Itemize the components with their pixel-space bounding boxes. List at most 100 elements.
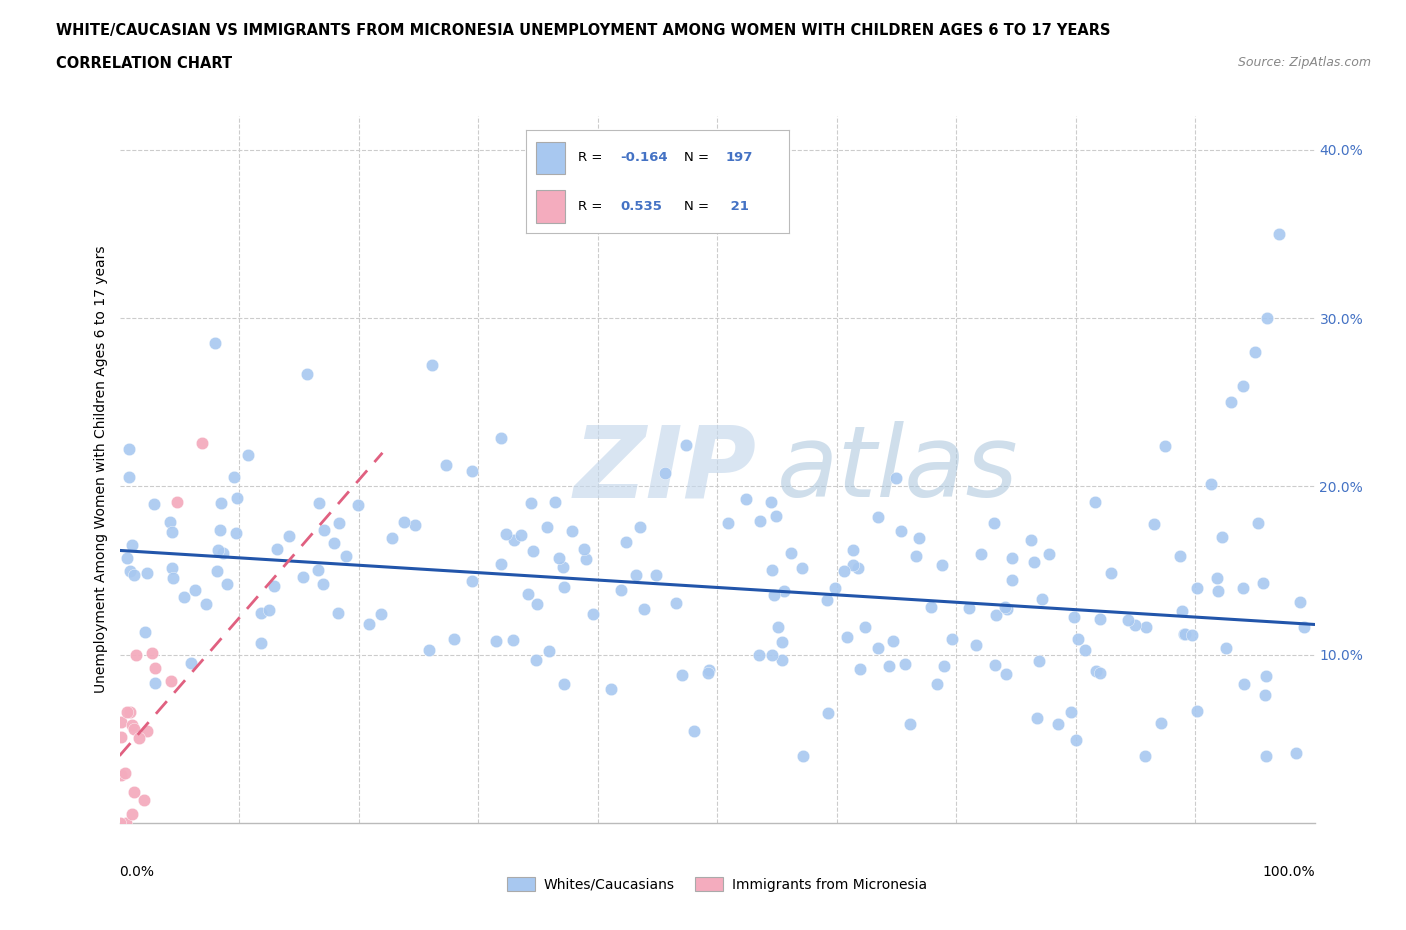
Point bbox=[1135, 619, 1157, 634]
Point bbox=[761, 562, 783, 577]
Point bbox=[121, 538, 143, 552]
Point bbox=[1125, 618, 1147, 632]
Point bbox=[866, 510, 889, 525]
Point bbox=[553, 676, 575, 691]
Point bbox=[307, 563, 329, 578]
Point bbox=[134, 625, 156, 640]
Point bbox=[927, 677, 949, 692]
Point bbox=[932, 658, 955, 673]
Point bbox=[1185, 704, 1208, 719]
Point bbox=[1294, 620, 1316, 635]
Point bbox=[1001, 573, 1024, 588]
Point bbox=[1215, 641, 1237, 656]
Point bbox=[749, 513, 772, 528]
Point bbox=[522, 543, 544, 558]
Point bbox=[160, 673, 183, 688]
Y-axis label: Unemployment Among Women with Children Ages 6 to 17 years: Unemployment Among Women with Children A… bbox=[94, 246, 108, 694]
Point bbox=[842, 557, 865, 572]
Point bbox=[841, 542, 863, 557]
Point bbox=[1150, 716, 1173, 731]
Point bbox=[312, 523, 335, 538]
Point bbox=[292, 569, 315, 584]
Point bbox=[931, 557, 953, 572]
Point bbox=[614, 535, 637, 550]
Point bbox=[697, 666, 720, 681]
Point bbox=[359, 617, 381, 631]
Point bbox=[118, 470, 141, 485]
Point bbox=[986, 608, 1008, 623]
Point bbox=[207, 543, 229, 558]
Point bbox=[1171, 604, 1194, 618]
Point bbox=[115, 704, 138, 719]
Point bbox=[308, 496, 330, 511]
Point bbox=[495, 527, 517, 542]
Point bbox=[335, 549, 357, 564]
Point bbox=[211, 546, 233, 561]
Point bbox=[824, 580, 846, 595]
Point bbox=[1211, 529, 1233, 544]
Point bbox=[1022, 554, 1045, 569]
Point bbox=[263, 578, 285, 593]
Point bbox=[561, 524, 583, 538]
Point bbox=[790, 560, 813, 575]
Legend: Whites/Caucasians, Immigrants from Micronesia: Whites/Caucasians, Immigrants from Micro… bbox=[502, 871, 932, 897]
Point bbox=[817, 705, 839, 720]
Point bbox=[1064, 733, 1087, 748]
Point bbox=[160, 525, 183, 539]
Point bbox=[1085, 664, 1108, 679]
Point bbox=[510, 527, 533, 542]
Point bbox=[849, 662, 872, 677]
Point bbox=[143, 661, 166, 676]
Point bbox=[763, 588, 786, 603]
Point bbox=[868, 641, 890, 656]
Point bbox=[179, 656, 201, 671]
Point bbox=[142, 497, 165, 512]
Point bbox=[297, 366, 319, 381]
Point bbox=[115, 816, 138, 830]
Point bbox=[553, 579, 575, 594]
Point bbox=[141, 645, 163, 660]
Point bbox=[502, 532, 524, 547]
Point bbox=[122, 567, 145, 582]
Point bbox=[183, 582, 205, 597]
Point bbox=[624, 568, 647, 583]
Point bbox=[994, 666, 1017, 681]
Text: atlas: atlas bbox=[778, 421, 1018, 518]
Point bbox=[773, 583, 796, 598]
Point bbox=[420, 358, 443, 373]
Point bbox=[675, 437, 697, 452]
Point bbox=[108, 816, 131, 830]
Point bbox=[143, 676, 166, 691]
Point bbox=[765, 509, 787, 524]
Point bbox=[1254, 688, 1277, 703]
Point bbox=[1116, 613, 1139, 628]
Point bbox=[1254, 669, 1277, 684]
Point bbox=[114, 765, 136, 780]
Point bbox=[1046, 717, 1069, 732]
Point bbox=[1289, 594, 1312, 609]
Point bbox=[1088, 666, 1111, 681]
Point bbox=[890, 524, 912, 538]
Point bbox=[835, 629, 858, 644]
Point bbox=[1135, 749, 1157, 764]
Point bbox=[770, 635, 793, 650]
Point bbox=[609, 583, 631, 598]
Text: WHITE/CAUCASIAN VS IMMIGRANTS FROM MICRONESIA UNEMPLOYMENT AMONG WOMEN WITH CHIL: WHITE/CAUCASIAN VS IMMIGRANTS FROM MICRO… bbox=[56, 23, 1111, 38]
Point bbox=[683, 724, 706, 738]
Point bbox=[1168, 549, 1191, 564]
Point bbox=[882, 634, 904, 649]
Point bbox=[780, 545, 803, 560]
Point bbox=[544, 495, 567, 510]
Point bbox=[995, 602, 1018, 617]
Point bbox=[195, 596, 218, 611]
Point bbox=[551, 560, 574, 575]
Point bbox=[920, 600, 942, 615]
Point bbox=[115, 551, 138, 565]
Point bbox=[898, 717, 921, 732]
Point bbox=[1088, 612, 1111, 627]
Point bbox=[1244, 344, 1267, 359]
Point bbox=[1060, 704, 1083, 719]
Point bbox=[124, 785, 146, 800]
Point bbox=[110, 767, 132, 782]
Point bbox=[136, 724, 159, 738]
